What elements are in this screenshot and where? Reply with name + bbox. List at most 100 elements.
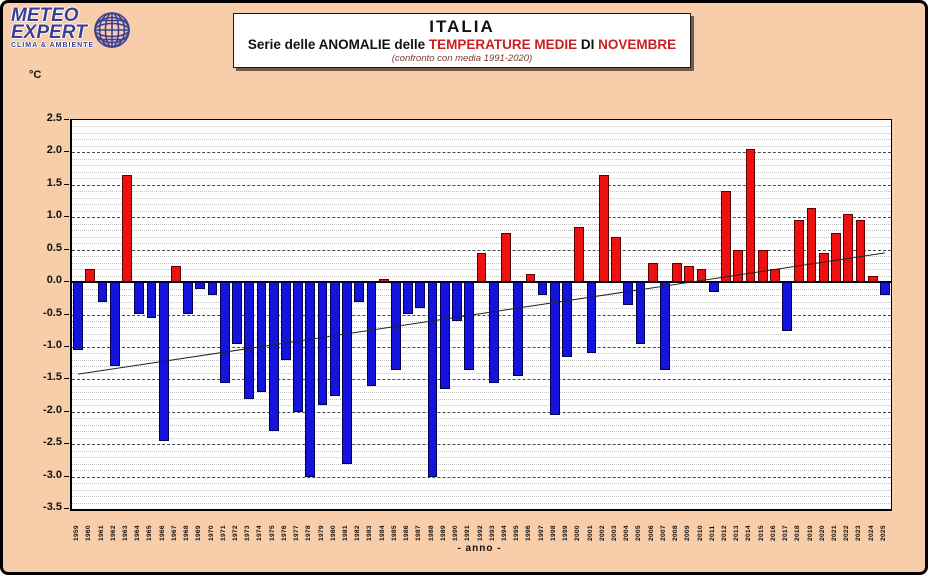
bar-2002 (598, 175, 609, 283)
bar-2022 (843, 214, 854, 283)
y-tick-mark (64, 248, 69, 250)
gridline-minor (72, 353, 891, 355)
x-tick-label-1981: 1981 (342, 525, 350, 541)
y-tick-label--3.0: -3.0 (43, 468, 62, 481)
x-tick-label-1999: 1999 (562, 525, 570, 541)
x-tick-label-2002: 2002 (598, 525, 606, 541)
x-tick-label-2015: 2015 (757, 525, 765, 541)
x-tick-label-2020: 2020 (818, 525, 826, 541)
bar-1980 (329, 282, 340, 396)
x-tick-label-2021: 2021 (830, 525, 838, 541)
bar-1998 (549, 282, 560, 415)
y-tick-mark (64, 216, 69, 218)
y-tick-mark (64, 475, 69, 477)
gridline-minor (72, 463, 891, 465)
bar-1972 (232, 282, 242, 344)
bar-2018 (794, 220, 805, 283)
bar-1976 (281, 282, 291, 360)
bar-1993 (488, 282, 499, 383)
y-tick-mark (64, 443, 69, 445)
x-tick-label-1959: 1959 (73, 525, 81, 541)
bar-2021 (831, 233, 841, 283)
x-tick-label-2023: 2023 (855, 525, 863, 541)
y-tick-mark (64, 119, 69, 120)
bar-2016 (769, 269, 780, 283)
bar-1995 (513, 282, 524, 377)
gridline-minor (72, 165, 891, 167)
y-tick-mark (64, 151, 69, 153)
bar-2011 (708, 282, 719, 292)
x-tick-label-2008: 2008 (672, 525, 680, 541)
x-tick-label-1994: 1994 (500, 525, 508, 541)
gridline-minor (72, 171, 891, 173)
subtitle-segment-0: Serie delle ANOMALIE delle (247, 37, 429, 52)
chart-title: ITALIA (429, 17, 495, 36)
gridline-minor (72, 132, 891, 134)
x-tick-label-1988: 1988 (427, 525, 435, 541)
bar-1984 (378, 278, 389, 283)
y-tick-mark (64, 410, 69, 412)
y-tick-label--2.5: -2.5 (43, 436, 62, 449)
bar-2025 (879, 282, 890, 296)
x-tick-label-1971: 1971 (219, 525, 227, 541)
bar-1966 (158, 282, 169, 441)
x-tick-label-1965: 1965 (146, 525, 154, 541)
y-tick-mark (64, 281, 69, 283)
gridline-major (72, 346, 891, 348)
bar-1969 (195, 282, 206, 289)
bar-1992 (476, 252, 487, 283)
plot-area (70, 119, 892, 511)
gridline-minor (72, 496, 891, 498)
bar-2006 (647, 262, 658, 283)
x-tick-label-1982: 1982 (354, 525, 362, 541)
bar-1970 (207, 282, 218, 296)
y-tick-mark (64, 378, 69, 380)
chart-subtitle: Serie delle ANOMALIE delle TEMPERATURE M… (234, 37, 690, 52)
gridline-minor (72, 204, 891, 206)
bar-1979 (317, 282, 328, 406)
subtitle-segment-2: DI (577, 37, 599, 52)
bar-2013 (733, 249, 744, 283)
gridline-minor (72, 333, 891, 335)
bar-1986 (403, 282, 414, 315)
x-tick-label-2003: 2003 (610, 525, 618, 541)
y-tick-label--2.0: -2.0 (43, 403, 62, 416)
y-tick-mark (64, 508, 69, 509)
y-tick-label-0.0: 0.0 (46, 274, 62, 287)
bar-1988 (427, 282, 438, 477)
x-tick-label-1962: 1962 (109, 525, 117, 541)
y-tick-label--1.0: -1.0 (43, 338, 62, 351)
x-tick-label-1978: 1978 (305, 525, 313, 541)
gridline-minor (72, 366, 891, 368)
gridline-major (72, 217, 891, 219)
bar-2020 (818, 252, 829, 283)
gridline-minor (72, 158, 891, 160)
y-tick-label--3.5: -3.5 (43, 501, 62, 513)
gridline-minor (72, 230, 891, 232)
gridline-minor (72, 178, 891, 180)
bar-1973 (244, 282, 255, 399)
gridline-minor (72, 308, 891, 310)
gridline-minor (72, 236, 891, 238)
x-tick-label-2016: 2016 (769, 525, 777, 541)
bar-1967 (171, 265, 181, 283)
gridline-minor (72, 191, 891, 193)
x-tick-label-1998: 1998 (549, 525, 557, 541)
gridline-minor (72, 450, 891, 452)
x-tick-label-1987: 1987 (415, 525, 423, 541)
gridline-minor (72, 483, 891, 485)
bar-1977 (293, 282, 304, 412)
gridline-minor (72, 470, 891, 472)
gridline-major (72, 152, 891, 154)
gridline-minor (72, 457, 891, 459)
bar-1996 (525, 274, 536, 283)
bar-2004 (623, 282, 634, 305)
x-tick-label-1996: 1996 (525, 525, 533, 541)
bar-2024 (867, 275, 878, 283)
gridline-minor (72, 139, 891, 141)
bar-1987 (415, 282, 426, 308)
bar-1990 (452, 282, 462, 321)
y-tick-label-2.0: 2.0 (46, 144, 62, 157)
bar-1985 (391, 282, 401, 370)
